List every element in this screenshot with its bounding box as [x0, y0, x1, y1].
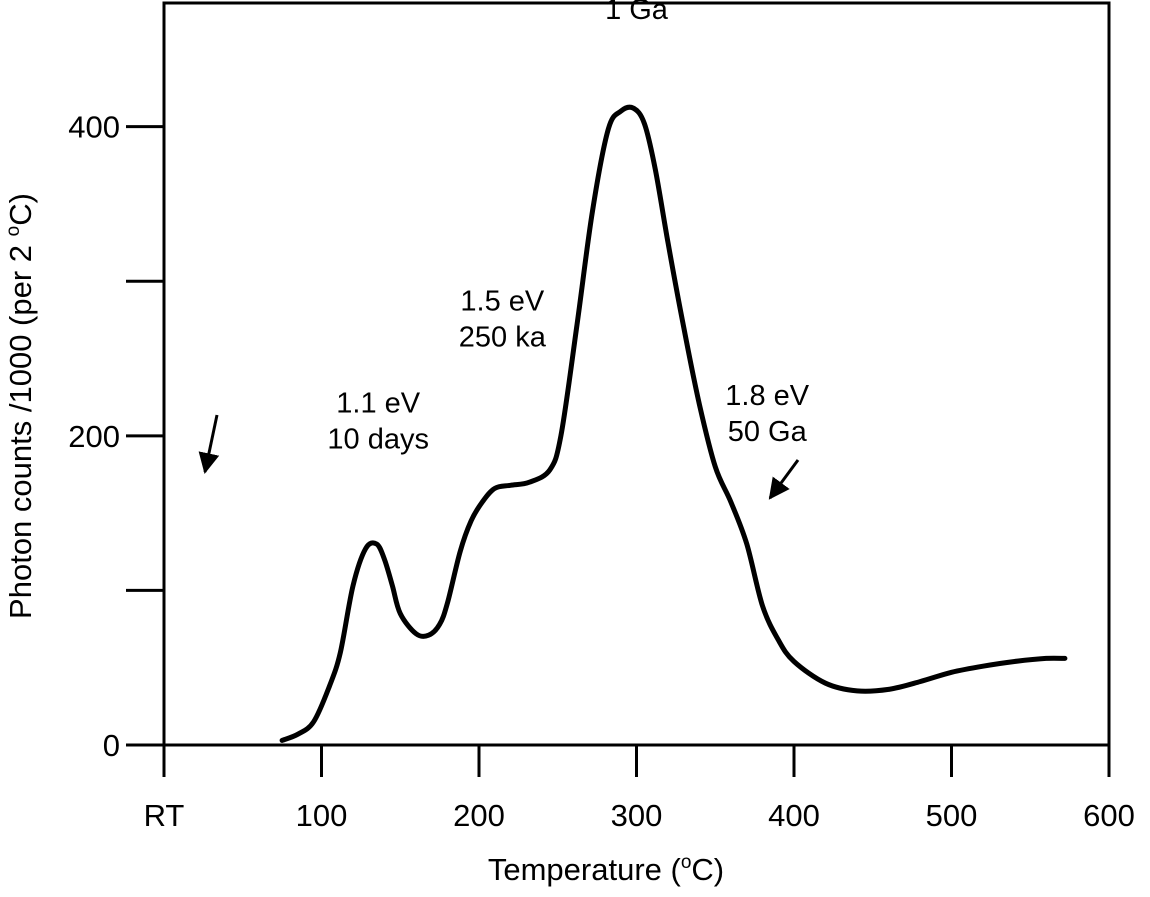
y-tick-label: 0: [103, 728, 120, 763]
y-axis-title: Photon counts /1000 (per 2 oC): [3, 193, 38, 619]
series-line-glow-curve: [279, 104, 1068, 743]
annotation-peak-4: 1.8 eV 50 Ga: [725, 380, 810, 500]
x-tick-label: RT: [144, 798, 185, 833]
x-tick-label: 600: [1083, 798, 1135, 833]
y-tick-label: 200: [68, 419, 120, 454]
annotation-label: 1.5 eV: [460, 285, 544, 317]
annotation-label: 1 Ga: [605, 0, 669, 26]
annotation-peak-3: 1.7 eV1 Ga: [605, 0, 669, 26]
annotation-label: 1.8 eV: [725, 380, 809, 412]
y-tick-label: 400: [68, 110, 120, 145]
annotation-label: 10 days: [327, 423, 429, 455]
annotation-peak-1: 1.1 eV 10 days: [327, 387, 429, 455]
annotation-label: 1.1 eV: [336, 387, 420, 419]
annotation-label: 50 Ga: [728, 416, 808, 448]
annotation-arrow: [198, 414, 220, 475]
x-tick-label: 400: [768, 798, 820, 833]
annotation-arrow: [768, 459, 800, 500]
plot-frame: [162, 1, 1111, 747]
annotation-peak-2: 1.5 eV 250 ka: [198, 285, 547, 475]
x-tick-label: 500: [926, 798, 978, 833]
x-tick-label: 300: [611, 798, 663, 833]
x-axis-ticks: RT 100 200 300 400 500 600: [144, 745, 1135, 833]
x-axis-title: Temperature (oC): [488, 852, 724, 887]
annotation-label: 250 ka: [459, 321, 547, 353]
peak-annotations: 1.1 eV 10 days 1.5 eV 250 ka 1.7 eV1 Ga 1.8 e…: [198, 0, 810, 500]
y-axis-ticks: 0 200 400: [68, 110, 164, 763]
x-tick-label: 100: [296, 798, 348, 833]
x-tick-label: 200: [453, 798, 505, 833]
